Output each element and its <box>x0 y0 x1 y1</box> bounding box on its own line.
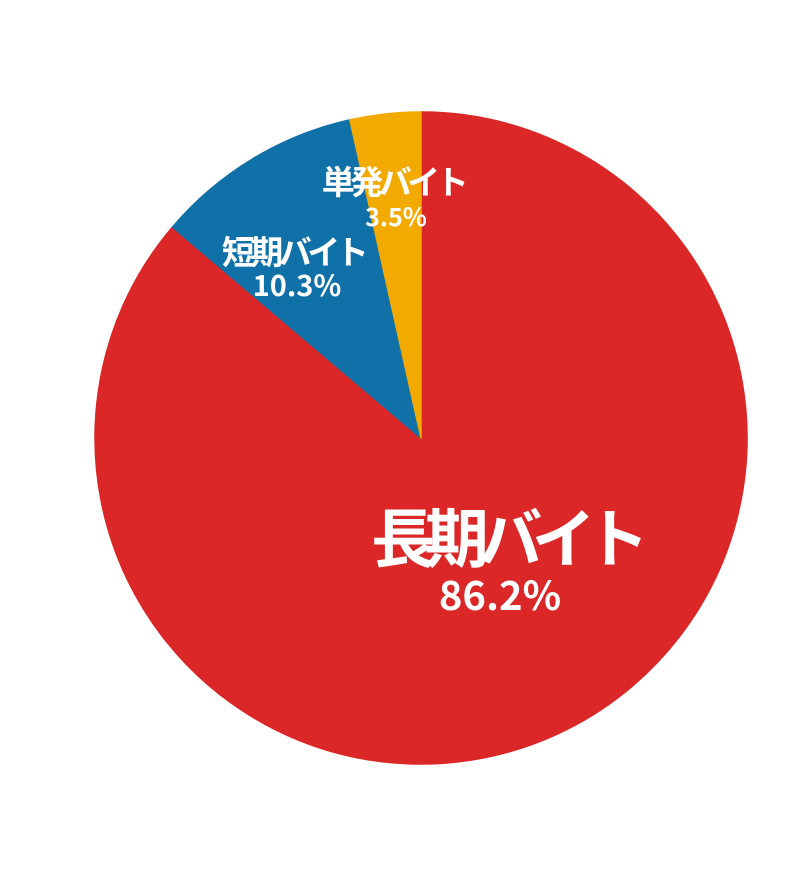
svg-text:単発バイト: 単発バイト <box>322 156 465 204</box>
svg-text:10.3%: 10.3% <box>253 263 342 305</box>
svg-text:86.2%: 86.2% <box>439 564 561 622</box>
svg-text:3.5%: 3.5% <box>365 198 427 234</box>
